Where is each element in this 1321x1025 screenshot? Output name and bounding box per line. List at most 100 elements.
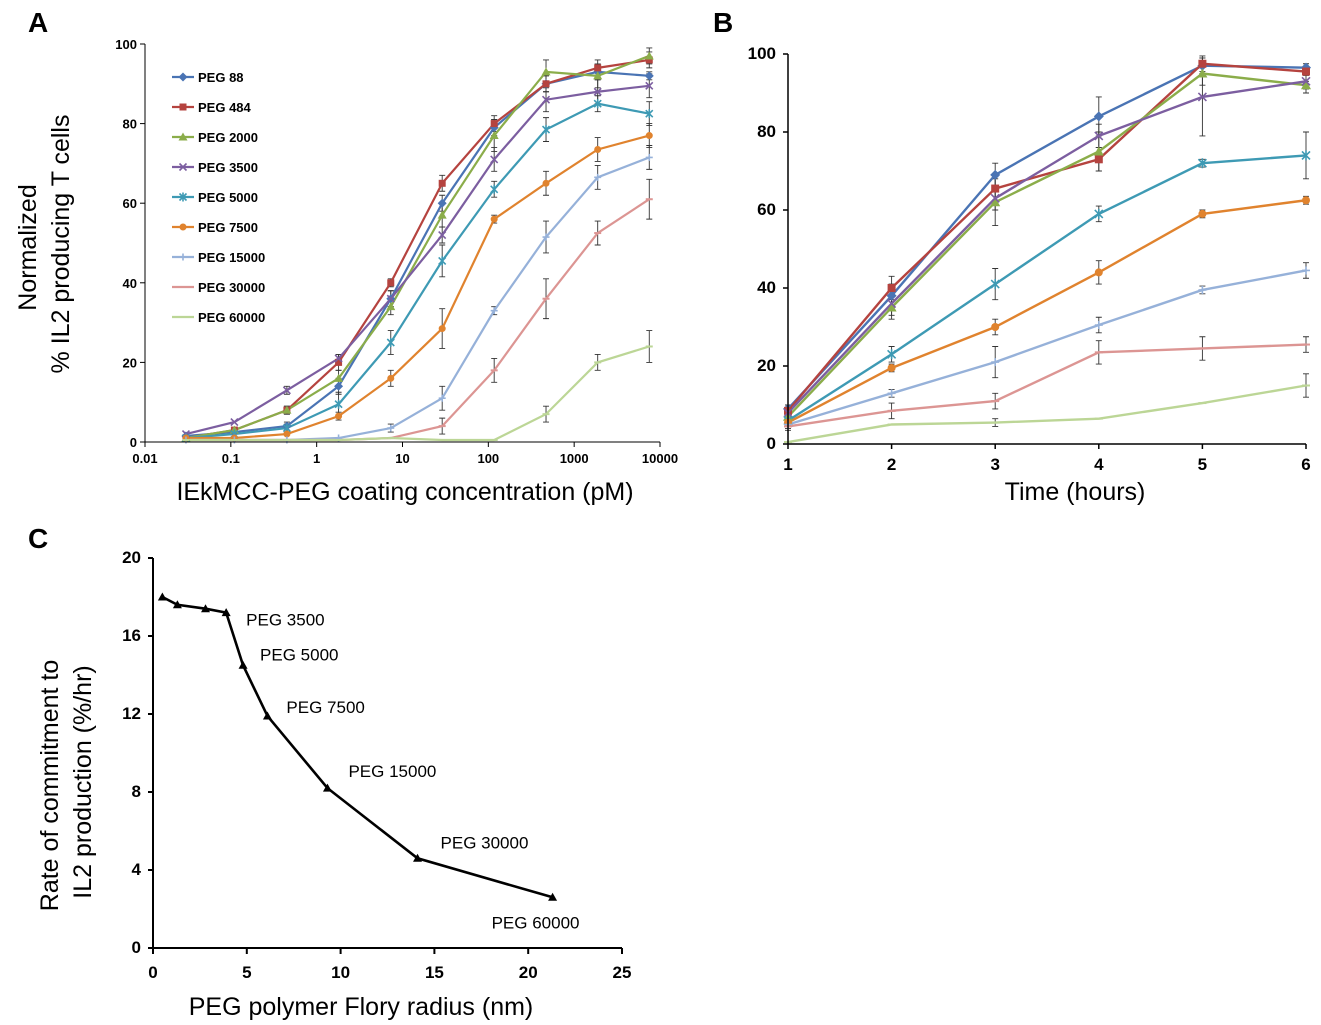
data-point	[437, 198, 447, 208]
y-tick-label: 8	[132, 782, 141, 801]
panel-a-y-axis-title-line-1: Normalized	[14, 184, 42, 310]
panel-b-series-lines	[787, 62, 1307, 444]
x-tick-label: 0	[148, 963, 157, 982]
point-annotation: PEG 7500	[286, 698, 364, 717]
series-line	[185, 345, 650, 442]
data-point	[490, 184, 499, 194]
data-point	[594, 173, 602, 181]
x-tick-label: 1	[313, 451, 320, 466]
data-point	[548, 892, 558, 901]
data-point	[1302, 67, 1310, 76]
y-tick-label: 12	[122, 704, 141, 723]
legend-label: PEG 484	[198, 100, 252, 115]
legend-marker	[178, 132, 188, 141]
data-point	[1094, 208, 1104, 219]
legend-label: PEG 7500	[198, 220, 258, 235]
panel-a-legend: PEG 88 PEG 484 PEG 2000 PEG 3500 PEG 5000 PEG…	[172, 70, 265, 325]
data-point	[386, 294, 395, 303]
panel-c-markers	[157, 592, 558, 901]
data-point	[489, 131, 499, 140]
legend-item: PEG 484	[172, 100, 252, 115]
y-tick-label: 20	[122, 548, 141, 567]
legend-marker	[179, 253, 187, 261]
data-point	[645, 81, 654, 90]
data-point	[438, 256, 447, 266]
data-point	[1094, 131, 1104, 141]
data-point	[991, 358, 1000, 367]
data-point	[594, 64, 602, 72]
data-point	[990, 169, 1001, 180]
series-line	[185, 84, 650, 436]
legend-label: PEG 15000	[198, 250, 265, 265]
series-line	[185, 134, 650, 440]
data-point	[542, 233, 550, 241]
data-point	[438, 325, 446, 333]
data-point	[262, 711, 272, 720]
data-point	[593, 99, 602, 109]
data-point	[887, 299, 897, 309]
panel-a: A 0.01 0.1 1 10 100 1000 10000 0 20 40 60 80 100 PEG…	[14, 7, 678, 506]
data-point	[334, 381, 344, 391]
data-point	[335, 412, 343, 420]
panel-b-label: B	[713, 7, 733, 38]
data-point	[1197, 92, 1207, 102]
legend-item: PEG 7500	[172, 220, 258, 235]
data-point	[991, 184, 1000, 193]
series-line	[787, 199, 1307, 424]
y-tick-label: 100	[748, 44, 776, 63]
series-line	[185, 70, 650, 438]
data-point	[386, 338, 395, 347]
x-tick-label: 15	[425, 963, 444, 982]
data-point	[386, 302, 396, 311]
legend-item: PEG 30000	[172, 280, 265, 295]
data-point	[157, 592, 167, 601]
data-point	[490, 155, 499, 164]
y-tick-label: 20	[123, 355, 137, 370]
x-tick-label: 3	[990, 455, 999, 474]
legend-item: PEG 2000	[172, 130, 258, 145]
y-tick-label: 100	[115, 37, 137, 52]
series-line	[787, 269, 1307, 426]
data-point	[387, 424, 395, 432]
data-point	[438, 394, 446, 402]
data-point	[437, 210, 447, 219]
data-point	[990, 279, 1000, 290]
data-point	[1094, 321, 1103, 330]
panel-a-y-axis-title: Normalized % IL2 producing T cells	[14, 115, 75, 374]
legend-item: PEG 3500	[172, 160, 258, 175]
data-point	[1301, 80, 1311, 90]
series-line	[185, 102, 650, 440]
x-tick-label: 20	[519, 963, 538, 982]
data-point	[413, 853, 423, 862]
x-tick-label: 10	[331, 963, 350, 982]
data-point	[1302, 266, 1310, 275]
data-point	[1301, 150, 1311, 161]
data-point	[334, 354, 343, 363]
data-point	[645, 109, 654, 119]
legend-label: PEG 30000	[198, 280, 265, 295]
panel-a-axes: 0.01 0.1 1 10 100 1000 10000 0 20 40 60 80 100	[115, 37, 678, 466]
legend-marker	[178, 192, 188, 202]
x-tick-label: 0.01	[132, 451, 157, 466]
panel-c-y-axis-title-line-2: IL2 production (%/hr)	[69, 665, 97, 898]
panel-a-y-axis-title-line-2: % IL2 producing T cells	[47, 115, 75, 374]
legend-label: PEG 3500	[198, 160, 258, 175]
y-tick-label: 0	[132, 938, 141, 957]
y-tick-label: 0	[767, 434, 776, 453]
data-point	[221, 608, 231, 617]
data-point	[541, 67, 551, 76]
x-tick-label: 1	[783, 455, 792, 474]
series-line	[787, 343, 1307, 428]
series-line	[787, 72, 1307, 418]
data-point	[990, 197, 1001, 207]
data-point	[887, 284, 896, 292]
x-tick-label: 100	[477, 451, 499, 466]
legend-item: PEG 15000	[172, 250, 265, 265]
y-tick-label: 40	[123, 276, 137, 291]
data-point	[1094, 155, 1103, 164]
data-point	[490, 307, 498, 315]
data-point	[322, 783, 332, 792]
legend-marker	[179, 223, 187, 231]
data-point	[1302, 196, 1310, 205]
